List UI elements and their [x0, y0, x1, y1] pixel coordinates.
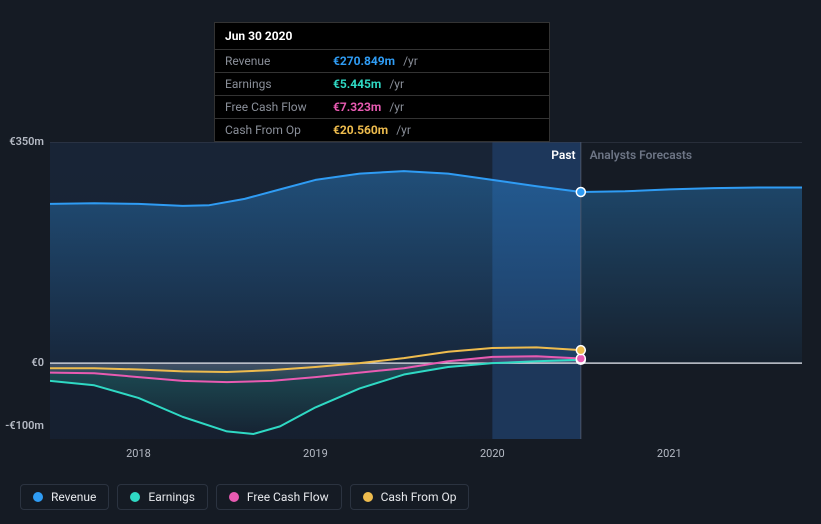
- legend-swatch: [130, 492, 140, 502]
- legend-label: Free Cash Flow: [247, 490, 329, 504]
- tooltip-row-label: Revenue: [225, 54, 325, 68]
- legend-item-cash-from-op[interactable]: Cash From Op: [350, 484, 470, 510]
- legend: Revenue Earnings Free Cash Flow Cash From O…: [20, 484, 469, 510]
- tooltip-row: Cash From Op €20.560m/yr: [215, 118, 549, 141]
- tooltip-row: Earnings €5.445m/yr: [215, 72, 549, 95]
- tooltip-row: Free Cash Flow €7.323m/yr: [215, 95, 549, 118]
- x-axis-tick: 2020: [480, 447, 505, 460]
- tooltip-row-unit: /yr: [403, 54, 418, 68]
- forecast-label: Analysts Forecasts: [590, 148, 692, 162]
- tooltip-row-value: €20.560m: [333, 123, 388, 137]
- tooltip-row-unit: /yr: [389, 77, 404, 91]
- legend-swatch: [229, 492, 239, 502]
- x-axis-tick: 2019: [303, 447, 328, 460]
- tooltip-row-value: €7.323m: [333, 100, 381, 114]
- tooltip-row-value: €5.445m: [333, 77, 381, 91]
- tooltip-date: Jun 30 2020: [215, 23, 549, 49]
- tooltip-row-label: Earnings: [225, 77, 325, 91]
- legend-label: Revenue: [51, 490, 96, 504]
- y-axis-tick: -€100m: [0, 419, 44, 432]
- legend-swatch: [363, 492, 373, 502]
- chart-svg: [50, 142, 802, 439]
- hover-tooltip: Jun 30 2020 Revenue €270.849m/yr Earnings €…: [214, 22, 550, 142]
- x-axis-tick: 2021: [657, 447, 682, 460]
- tooltip-row: Revenue €270.849m/yr: [215, 49, 549, 72]
- tooltip-row-label: Free Cash Flow: [225, 100, 325, 114]
- y-axis-tick: €350m: [0, 135, 44, 148]
- legend-label: Earnings: [148, 490, 195, 504]
- legend-item-free-cash-flow[interactable]: Free Cash Flow: [216, 484, 342, 510]
- legend-label: Cash From Op: [381, 490, 457, 504]
- tooltip-row-unit: /yr: [396, 123, 411, 137]
- chart-area[interactable]: [50, 142, 802, 439]
- tooltip-row-unit: /yr: [389, 100, 404, 114]
- legend-item-revenue[interactable]: Revenue: [20, 484, 109, 510]
- x-axis-tick: 2018: [126, 447, 151, 460]
- past-label: Past: [551, 148, 575, 162]
- legend-item-earnings[interactable]: Earnings: [117, 484, 208, 510]
- tooltip-row-value: €270.849m: [333, 54, 395, 68]
- tooltip-row-label: Cash From Op: [225, 123, 325, 137]
- legend-swatch: [33, 492, 43, 502]
- y-axis-tick: €0: [0, 356, 44, 369]
